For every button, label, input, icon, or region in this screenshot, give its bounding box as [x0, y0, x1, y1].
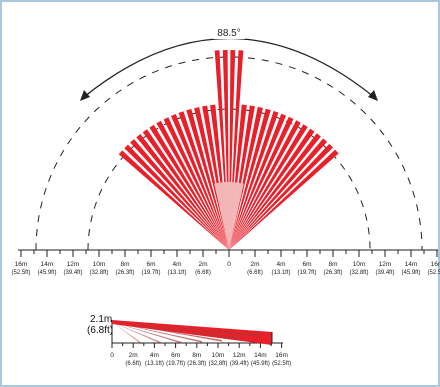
scale-label-m: 4m	[276, 261, 285, 268]
side-beam	[229, 106, 263, 250]
side-beam	[142, 129, 229, 250]
side-beam	[229, 108, 271, 250]
scale-label-m: 10m	[93, 261, 106, 268]
side-beam	[229, 138, 328, 250]
scale-label-m: 0	[227, 261, 231, 268]
scale-label-ft: (32.8ft)	[349, 270, 368, 276]
near-beam	[226, 182, 232, 250]
side-beam	[229, 143, 333, 250]
height-label-ft: (6.8ft)	[87, 325, 113, 336]
side-scale-ticks: 0 2m (6.6ft) 4m (13.1ft) 6m (19.7ft) 8m (26.3ft)…	[110, 343, 291, 367]
side-label-ft: (52.5ft)	[272, 361, 291, 367]
side-beam	[156, 120, 229, 250]
detection-beams	[118, 50, 339, 251]
scale-label-ft: (45.9ft)	[401, 270, 420, 276]
side-label-m: 4m	[150, 352, 159, 359]
scale-label-ft: (6.6ft)	[195, 270, 211, 276]
side-beam	[149, 124, 229, 250]
side-label-ft: (45.9ft)	[251, 361, 270, 367]
angle-arrowhead-left	[80, 90, 90, 101]
scale-label-ft: (52.5ft)	[427, 270, 440, 276]
side-label-ft: (13.1ft)	[145, 361, 164, 367]
angle-label-bg	[213, 26, 245, 39]
near-beam	[229, 182, 238, 250]
side-beam	[194, 107, 229, 250]
side-near-beam	[112, 322, 202, 343]
side-label-m: 14m	[254, 352, 267, 359]
side-label-ft: (26.3ft)	[187, 361, 206, 367]
side-beam	[130, 139, 229, 250]
side-near-beam	[112, 322, 262, 337]
scale-label-m: 6m	[146, 261, 155, 268]
scale-label-m: 12m	[67, 261, 80, 268]
side-label-ft: (32.8ft)	[208, 361, 227, 367]
side-near-beam	[112, 322, 162, 345]
scale-label-ft: (39.4ft)	[63, 270, 82, 276]
scale-label-m: 8m	[328, 261, 337, 268]
side-label-ft: (39.4ft)	[230, 361, 249, 367]
scale-label-m: 14m	[405, 261, 418, 268]
scale-label-ft: (32.8ft)	[89, 270, 108, 276]
angle-arc	[83, 38, 375, 98]
scale-label-ft: (26.3ft)	[115, 270, 134, 276]
scale-label-ft: (13.1ft)	[167, 270, 186, 276]
side-label-m: 0	[110, 352, 114, 359]
side-beam	[229, 124, 308, 250]
scale-label-m: 16m	[15, 261, 28, 268]
side-beam	[229, 149, 339, 250]
angle-arrowhead-right	[368, 90, 378, 101]
near-beam	[229, 182, 244, 250]
side-label-ft: (19.7ft)	[166, 361, 185, 367]
side-beam	[229, 120, 301, 250]
scale-label-m: 10m	[353, 261, 366, 268]
side-beam	[186, 108, 229, 251]
height-label-m: 2.1m	[90, 314, 112, 325]
scale-label-m: 12m	[379, 261, 392, 268]
side-label-ft: (6.6ft)	[125, 361, 141, 367]
side-beam	[118, 150, 229, 250]
top-scale-ticks: 16m (52.5ft) 14m (45.9ft) 12m (39.4ft) 10m (32.…	[11, 250, 440, 276]
side-beam	[229, 128, 315, 250]
near-beam	[214, 182, 229, 250]
scale-label-ft: (39.4ft)	[375, 270, 394, 276]
scale-label-ft: (13.1ft)	[271, 270, 290, 276]
scale-label-ft: (52.5ft)	[11, 270, 30, 276]
scale-label-ft: (26.3ft)	[323, 270, 342, 276]
scale-label-m: 2m	[198, 261, 207, 268]
scale-label-m: 14m	[41, 261, 54, 268]
side-label-m: 8m	[192, 352, 201, 359]
side-near-beam	[112, 322, 222, 342]
side-label-m: 2m	[129, 352, 138, 359]
side-beam	[136, 134, 229, 250]
side-label-m: 12m	[233, 352, 246, 359]
scale-label-ft: (19.7ft)	[141, 270, 160, 276]
scale-label-m: 8m	[120, 261, 129, 268]
side-beam	[229, 116, 294, 250]
side-beam	[124, 144, 229, 250]
side-beams	[112, 320, 273, 345]
side-beam	[163, 117, 229, 250]
side-label-m: 10m	[212, 352, 225, 359]
side-near-beam	[112, 322, 142, 345]
scale-label-ft: (19.7ft)	[297, 270, 316, 276]
scale-label-m: 2m	[250, 261, 259, 268]
side-beam	[229, 111, 279, 250]
side-beam	[178, 111, 229, 250]
side-beam	[229, 113, 287, 250]
scale-label-m: 6m	[302, 261, 311, 268]
side-near-beam	[112, 322, 242, 340]
side-label-m: 6m	[171, 352, 180, 359]
angle-label: 88.5°	[217, 28, 240, 39]
side-beam	[229, 133, 321, 250]
side-near-beam	[112, 322, 182, 344]
side-view: 2.1m (6.8ft) 0 2m (6.6ft) 4m (13.1ft) 6m (19.7…	[87, 314, 291, 367]
scale-label-m: 16m	[431, 261, 440, 268]
scale-label-m: 4m	[172, 261, 181, 268]
scale-label-ft: (45.9ft)	[37, 270, 56, 276]
side-label-m: 16m	[275, 352, 288, 359]
side-beam	[171, 114, 229, 250]
scale-label-ft: (6.6ft)	[247, 270, 263, 276]
